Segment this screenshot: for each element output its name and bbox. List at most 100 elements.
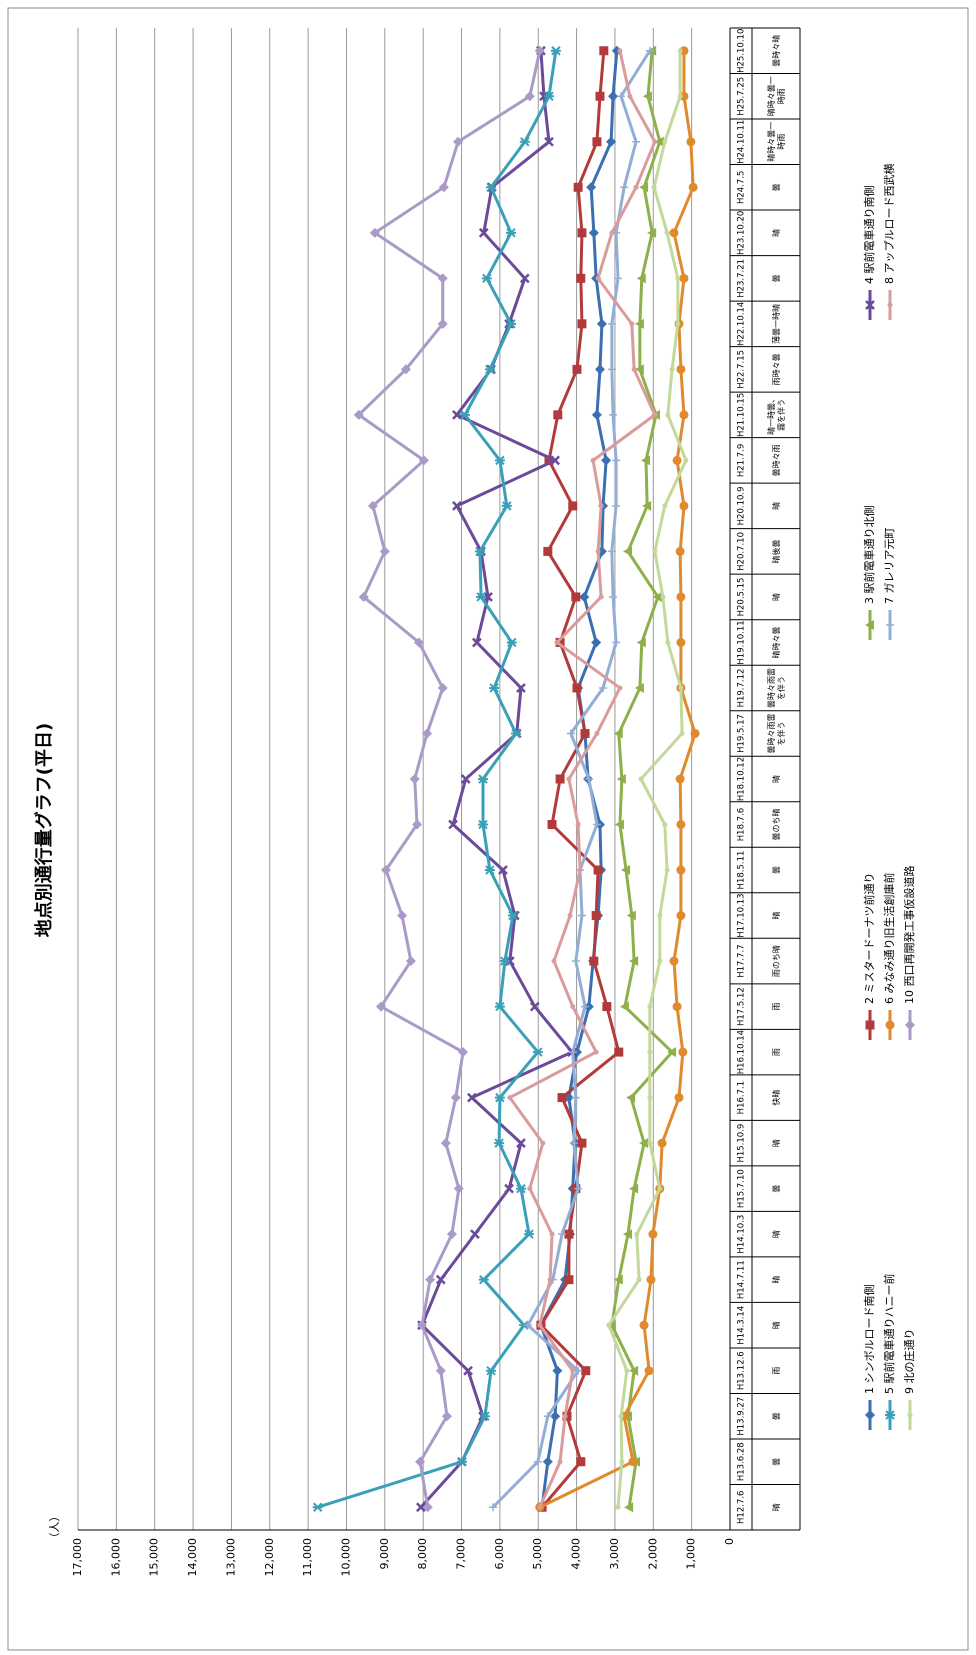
- data-point: [543, 91, 554, 101]
- weather-label: 曇時々雨雷を伴う: [767, 668, 786, 708]
- data-point: [632, 137, 641, 146]
- x-tick-label: H19.5.17: [737, 714, 747, 753]
- data-point: [592, 137, 602, 147]
- data-point: [607, 547, 616, 556]
- data-point: [453, 136, 464, 147]
- data-point: [506, 319, 517, 329]
- data-point: [646, 1275, 656, 1285]
- data-point: [677, 48, 683, 54]
- data-point: [611, 45, 622, 56]
- y-tick-label: 9,000: [378, 1538, 391, 1570]
- data-point: [595, 91, 605, 101]
- y-tick-label: 0: [723, 1538, 736, 1545]
- data-point: [576, 273, 586, 283]
- data-point: [676, 637, 686, 647]
- data-point: [599, 683, 608, 692]
- data-point: [672, 1002, 682, 1012]
- legend-marker: [865, 1020, 875, 1030]
- data-point: [676, 820, 686, 830]
- data-point: [567, 913, 573, 919]
- data-point: [614, 819, 624, 830]
- weather-label: 晴時々曇一時雨: [766, 122, 786, 162]
- x-tick-label: H19.7.12: [737, 669, 747, 708]
- data-point: [662, 139, 668, 145]
- data-point: [459, 410, 470, 420]
- data-point: [679, 730, 685, 736]
- data-point: [481, 273, 492, 284]
- data-point: [543, 1412, 552, 1421]
- data-point: [463, 1365, 473, 1376]
- data-point: [609, 592, 618, 601]
- data-point: [532, 1047, 543, 1057]
- data-point: [598, 594, 604, 600]
- data-point: [547, 820, 557, 830]
- x-tick-label: H17.5.12: [737, 987, 747, 1026]
- data-point: [467, 1092, 477, 1103]
- data-point: [690, 728, 700, 738]
- weather-label: 曇時々晴: [771, 35, 781, 67]
- data-point: [422, 728, 433, 739]
- data-point: [620, 183, 629, 192]
- data-point: [647, 1095, 653, 1101]
- data-point: [612, 501, 621, 510]
- data-point: [642, 91, 652, 102]
- data-point: [657, 913, 663, 919]
- weather-label: 曇: [772, 1185, 781, 1193]
- data-point: [654, 136, 664, 147]
- y-tick-label: 1,000: [685, 1538, 698, 1570]
- data-point: [367, 500, 378, 511]
- data-point: [669, 366, 675, 372]
- data-point: [435, 1365, 446, 1376]
- data-point: [647, 1140, 653, 1146]
- data-point: [674, 1093, 684, 1103]
- data-point: [478, 819, 489, 830]
- weather-label: 快晴: [771, 1090, 781, 1106]
- data-point: [609, 230, 615, 236]
- weather-label: 曇時々雨雷を伴う: [767, 713, 786, 753]
- legend-marker: [886, 621, 894, 629]
- data-point: [669, 228, 679, 238]
- data-point: [657, 958, 663, 964]
- data-point: [662, 822, 668, 828]
- x-tick-label: H15.10.9: [737, 1124, 747, 1163]
- data-point: [683, 457, 689, 463]
- data-point: [448, 819, 458, 830]
- data-point: [409, 774, 420, 784]
- y-tick-label: 3,000: [608, 1538, 621, 1570]
- data-point: [639, 1138, 649, 1149]
- data-point: [676, 592, 686, 602]
- data-point: [591, 637, 602, 648]
- x-tick-label: H13.12.6: [737, 1351, 747, 1390]
- data-point: [626, 1092, 636, 1103]
- data-point: [662, 503, 668, 509]
- data-point: [652, 412, 658, 418]
- weather-label: 曇: [772, 1412, 781, 1420]
- x-tick-label: H16.10.14: [737, 1030, 747, 1074]
- legend-marker: [885, 1020, 895, 1030]
- x-tick-label: H14.3.14: [737, 1306, 747, 1345]
- data-point: [571, 957, 580, 966]
- data-point: [494, 1001, 505, 1012]
- x-tick-label: H22.10.14: [737, 302, 747, 346]
- data-point: [631, 366, 637, 372]
- data-point: [595, 548, 601, 554]
- data-point: [634, 318, 644, 329]
- data-point: [676, 911, 686, 921]
- data-point: [678, 1047, 688, 1057]
- x-tick-label: H18.5.11: [737, 851, 747, 890]
- data-point: [571, 592, 581, 602]
- weather-label: 晴: [771, 1230, 781, 1238]
- data-point: [664, 230, 670, 236]
- data-point: [554, 639, 560, 645]
- x-tick-label: H24.10.11: [737, 120, 747, 164]
- data-point: [574, 1366, 583, 1375]
- data-point: [572, 683, 582, 693]
- data-point: [626, 910, 636, 921]
- x-tick-label: H16.7.1: [737, 1081, 747, 1114]
- data-point: [589, 956, 599, 966]
- y-tick-label: 5,000: [531, 1538, 544, 1570]
- data-point: [516, 1138, 526, 1149]
- data-point: [581, 1002, 590, 1011]
- y-tick-label: 2,000: [646, 1538, 659, 1570]
- data-point: [634, 682, 644, 693]
